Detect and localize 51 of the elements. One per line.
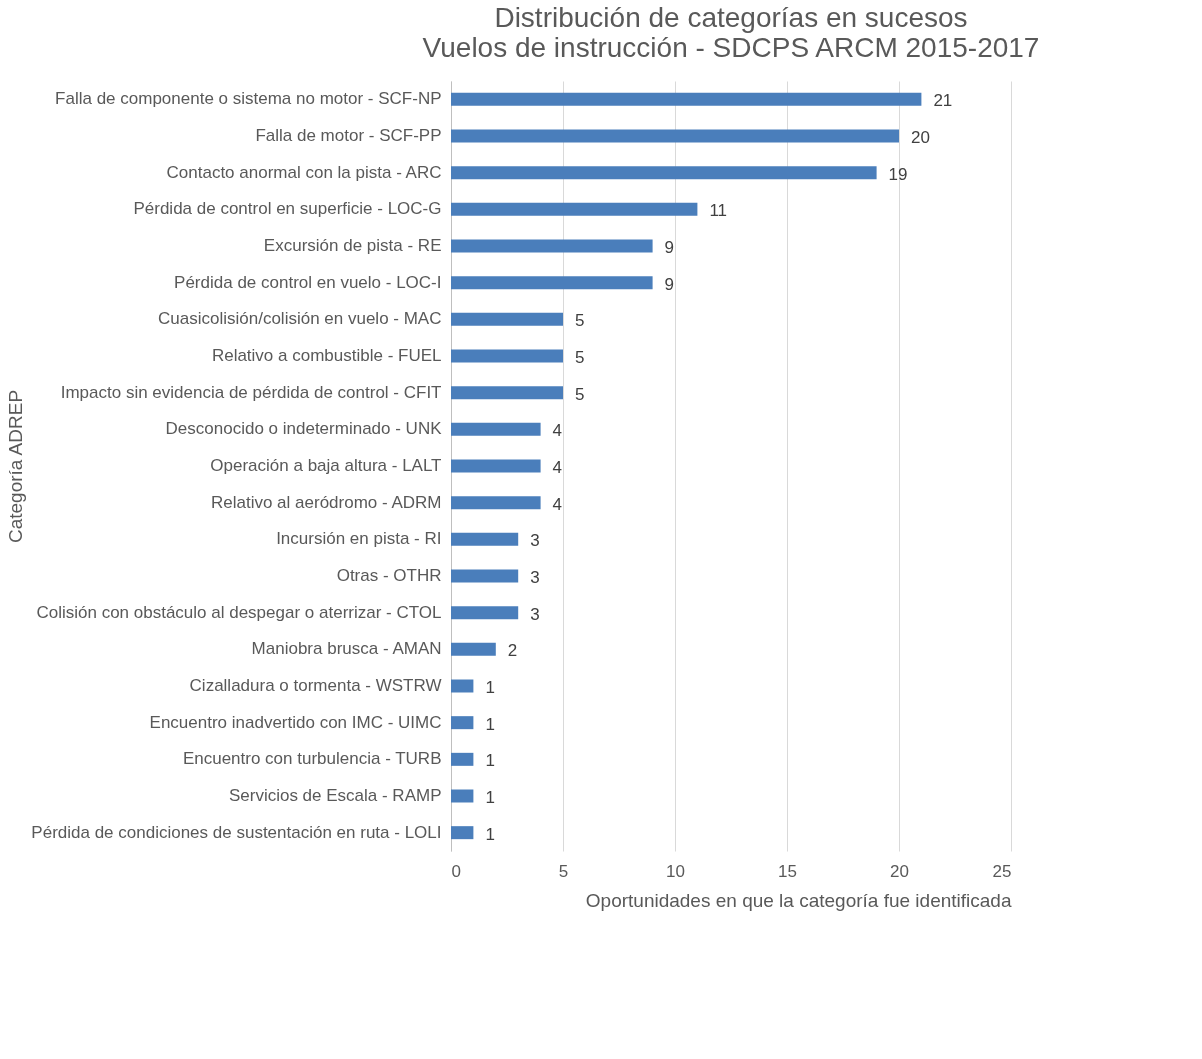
- y-tick-label: Excursión de pista - RE: [263, 236, 442, 255]
- x-tick-label: 15: [778, 861, 797, 881]
- x-tick-label: 20: [890, 861, 909, 881]
- data-label: 1: [485, 751, 495, 771]
- y-tick-label: Impacto sin evidencia de pérdida de control - CFIT: [60, 382, 442, 402]
- data-label: 4: [552, 458, 563, 477]
- y-axis-title: Categoría ADREP: [4, 389, 26, 544]
- data-label: 1: [485, 714, 495, 734]
- x-tick-label: 25: [992, 861, 1012, 881]
- data-label: 11: [709, 201, 728, 221]
- y-tick-label: Cuasicolisión/colisión en vuelo - MAC: [158, 309, 442, 329]
- y-tick-label: Encuentro inadvertido con IMC - UIMC: [149, 712, 442, 732]
- data-label: 1: [485, 824, 495, 844]
- data-label: 3: [530, 568, 540, 587]
- data-label: 3: [530, 531, 540, 551]
- data-label: 5: [575, 348, 585, 367]
- data-label: 9: [664, 274, 675, 294]
- y-tick-label: Falla de motor - SCF-PP: [255, 126, 442, 145]
- y-tick-label: Otras - OTHR: [336, 566, 442, 585]
- data-label: 19: [888, 164, 908, 184]
- data-label: 1: [485, 788, 495, 807]
- data-label: 5: [575, 384, 585, 404]
- y-tick-label: Pérdida de control en superficie - LOC-G: [133, 199, 442, 219]
- y-tick-label: Cizalladura o tormenta - WSTRW: [189, 676, 442, 695]
- data-label: 2: [507, 641, 518, 661]
- x-tick-label: 0: [451, 861, 461, 881]
- data-label: 1: [485, 678, 495, 697]
- y-tick-label: Operación a baja altura - LALT: [210, 456, 442, 475]
- x-axis-title: Oportunidades en que la categoría fue identificada: [585, 889, 1012, 911]
- y-tick-label: Servicios de Escala - RAMP: [228, 786, 442, 805]
- x-tick-label: 5: [558, 861, 569, 881]
- y-tick-label: Encuentro con turbulencia - TURB: [182, 749, 442, 769]
- y-tick-label: Relativo a combustible - FUEL: [211, 346, 442, 365]
- y-tick-label: Pérdida de control en vuelo - LOC-I: [174, 272, 442, 292]
- data-label: 4: [552, 421, 563, 441]
- data-label: 20: [911, 128, 930, 147]
- y-tick-label: Colisión con obstáculo al despegar o aterrizar - CTOL: [36, 602, 442, 622]
- y-tick-label: Pérdida de condiciones de sustentación en ruta - LOLI: [31, 822, 442, 842]
- y-tick-label: Incursión en pista - RI: [276, 529, 442, 549]
- y-tick-label: Falla de componente o sistema no motor - SCF-NP: [55, 89, 442, 109]
- data-label: 4: [552, 494, 563, 514]
- data-label: 9: [664, 238, 675, 257]
- y-tick-label: Desconocido o indeterminado - UNK: [165, 419, 443, 439]
- y-tick-label: Relativo al aeródromo - ADRM: [210, 492, 442, 512]
- y-tick-label: Contacto anormal con la pista - ARC: [166, 162, 442, 182]
- data-label: 5: [575, 311, 585, 331]
- y-tick-label: Maniobra brusca - AMAN: [251, 639, 442, 659]
- data-label: 21: [933, 91, 953, 111]
- x-tick-label: 10: [666, 861, 685, 881]
- chart-title: Distribución de categorías en sucesos Vuelos de instrucción - SDCPS ARCM 2015-2017: [422, 2, 1040, 63]
- data-label: 3: [530, 604, 540, 624]
